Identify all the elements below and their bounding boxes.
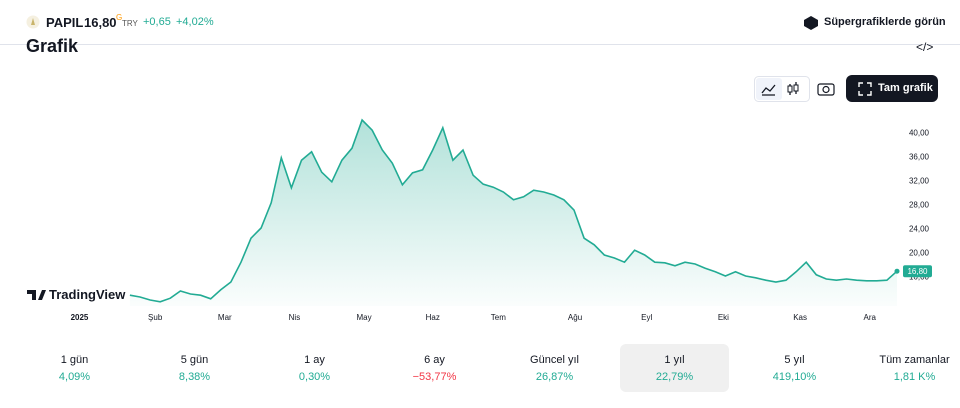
chart-style-toggle[interactable]	[754, 76, 810, 102]
last-point	[894, 268, 900, 274]
price-line	[129, 118, 898, 303]
area-fill	[129, 120, 897, 306]
period-label: 5 yıl	[784, 354, 805, 366]
period-label: Tüm zamanlar	[879, 354, 950, 366]
y-tick-label: 36,00	[909, 153, 930, 162]
x-tick-label: Nis	[289, 313, 301, 322]
period-label: 6 ay	[424, 354, 445, 366]
x-tick-label: Tem	[491, 313, 506, 322]
period-tab[interactable]: 6 ay −53,77%	[380, 344, 489, 392]
period-tab[interactable]: 1 gün 4,09%	[20, 344, 129, 392]
period-label: 1 yıl	[664, 354, 685, 366]
price: 16,80	[84, 15, 117, 30]
period-change: −53,77%	[412, 371, 457, 383]
x-tick-label: Kas	[793, 313, 807, 322]
delay-badge: G	[116, 13, 123, 22]
period-label: 5 gün	[180, 354, 209, 366]
period-change: 26,87%	[535, 371, 574, 383]
period-change: 4,09%	[58, 371, 91, 383]
x-tick-label: Şub	[148, 313, 163, 322]
snapshot-button[interactable]	[816, 80, 836, 98]
currency: TRY	[122, 19, 138, 28]
period-tab[interactable]: 5 gün 8,38%	[140, 344, 249, 392]
symbol-logo	[26, 15, 40, 29]
period-tab[interactable]: 5 yıl 419,10%	[740, 344, 849, 392]
y-tick-label: 20,00	[909, 249, 930, 258]
y-tick-label: 24,00	[909, 225, 930, 234]
period-label: Güncel yıl	[530, 354, 579, 366]
period-change: 1,81 K%	[893, 371, 936, 383]
change-percent: +4,02%	[176, 16, 214, 28]
period-change: 22,79%	[655, 371, 694, 383]
x-tick-label: Ara	[864, 313, 877, 322]
x-tick-label: Mar	[218, 313, 232, 322]
x-tick-label: Haz	[426, 313, 440, 322]
y-tick-label: 32,00	[909, 177, 930, 186]
promo-icon	[804, 16, 818, 30]
last-price-badge	[903, 265, 932, 278]
x-tick-label: 2025	[71, 313, 89, 322]
period-tab[interactable]: 1 yıl 22,79%	[620, 344, 729, 392]
full-chart-label: Tam grafik	[878, 82, 933, 94]
period-tab[interactable]: Güncel yıl 26,87%	[500, 344, 609, 392]
change: +0,65	[143, 16, 171, 28]
fullscreen-icon	[858, 82, 872, 96]
logo-text: TradingView	[49, 287, 126, 302]
embed-icon[interactable]: </>	[916, 40, 934, 54]
x-tick-label: Eki	[718, 313, 729, 322]
section-title[interactable]: Grafik	[26, 36, 79, 56]
full-chart-button[interactable]: Tam grafik	[846, 75, 938, 102]
tradingview-logo: TradingView	[27, 287, 126, 302]
y-tick-label: 40,00	[909, 129, 930, 138]
x-tick-label: Ağu	[568, 313, 582, 322]
x-tick-label: Eyl	[641, 313, 652, 322]
promo-link[interactable]: Süpergrafiklerde görün	[824, 16, 946, 28]
top-bar: PAPIL 16,80 G TRY +0,65 +4,02% Süpergraf…	[0, 0, 960, 45]
chart: 16,0020,0024,0028,0032,0036,0040,002025Ş…	[27, 118, 932, 322]
period-tab[interactable]: 1 ay 0,30%	[260, 344, 369, 392]
period-change: 0,30%	[298, 371, 331, 383]
period-change: 419,10%	[772, 371, 817, 383]
logo-mark	[27, 290, 46, 300]
period-change: 8,38%	[178, 371, 211, 383]
period-label: 1 gün	[60, 354, 89, 366]
last-price-label: 16,80	[907, 267, 928, 276]
period-label: 1 ay	[304, 354, 325, 366]
period-tabs: 1 gün 4,09% 5 gün 8,38% 1 ay 0,30% 6 ay −53,77%…	[0, 344, 960, 392]
x-tick-label: May	[357, 313, 372, 322]
period-tab[interactable]: Tüm zamanlar 1,81 K%	[860, 344, 960, 392]
symbol[interactable]: PAPIL	[46, 15, 84, 30]
y-tick-label: 28,00	[909, 201, 930, 210]
